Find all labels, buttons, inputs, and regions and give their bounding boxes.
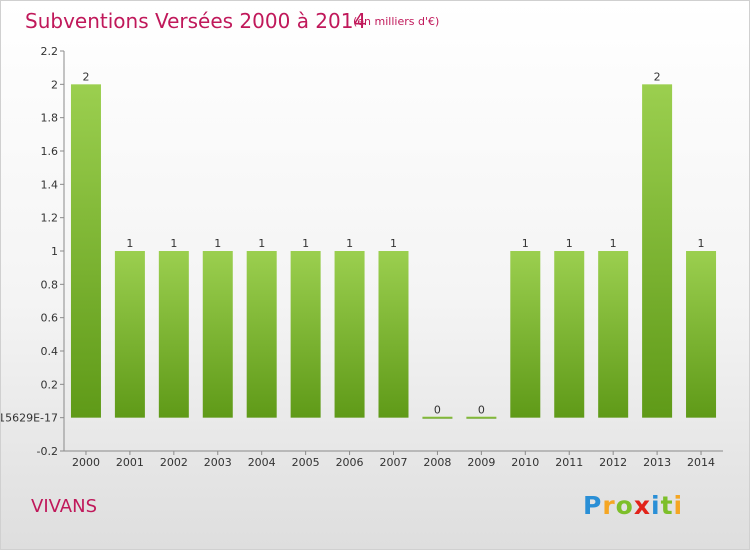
x-tick-label: 2003 [204, 456, 232, 469]
x-tick-label: 2009 [467, 456, 495, 469]
x-tick-label: 2014 [687, 456, 715, 469]
y-tick-label: -1.15629E-17 [1, 412, 58, 425]
x-tick-label: 2010 [511, 456, 539, 469]
y-tick-label: 1 [51, 245, 58, 258]
y-tick-label: 0.8 [41, 278, 59, 291]
y-tick-label: 1.8 [41, 112, 59, 125]
bar-2006 [334, 251, 365, 418]
bar-2005 [290, 251, 321, 418]
data-label: 1 [346, 237, 353, 250]
bar-chart: 2.2 2 1.8 1.6 1.4 1.2 1 0.8 0.6 0.4 0.2 -1.15629E-1… [1, 45, 723, 469]
data-label: 1 [302, 237, 309, 250]
bar-2014 [686, 251, 717, 418]
y-tick-label: 2.2 [41, 45, 59, 58]
y-tick-label: -0.2 [37, 445, 58, 458]
data-label: 2 [82, 70, 89, 83]
chart-unit: (en milliers d'€) [353, 15, 440, 28]
y-tick-label: 1.2 [41, 212, 59, 225]
x-tick-label: 2008 [423, 456, 451, 469]
data-label: 2 [654, 70, 661, 83]
bar-2004 [246, 251, 277, 418]
y-tick-label: 0.2 [41, 378, 59, 391]
data-label: 1 [390, 237, 397, 250]
bar-2013 [642, 84, 673, 418]
data-label: 1 [698, 237, 705, 250]
place-name: VIVANS [31, 496, 97, 517]
x-tick-label: 2002 [160, 456, 188, 469]
x-tick-label: 2013 [643, 456, 671, 469]
x-tick-label: 2004 [248, 456, 276, 469]
chart-title: Subventions Versées 2000 à 2014 [25, 9, 367, 33]
bar-2010 [510, 251, 541, 418]
y-tick-label: 1.4 [41, 178, 59, 191]
x-tick-label: 2006 [336, 456, 364, 469]
bar-2008 [422, 416, 453, 419]
x-tick-label: 2000 [72, 456, 100, 469]
bar-2000 [70, 84, 101, 418]
x-tick-label: 2011 [555, 456, 583, 469]
data-label: 1 [126, 237, 133, 250]
data-label: 1 [566, 237, 573, 250]
data-label: 0 [478, 404, 485, 417]
y-tick-label: 2 [51, 78, 58, 91]
bar-2009 [466, 416, 497, 419]
data-label: 1 [522, 237, 529, 250]
y-tick-label: 0.4 [41, 345, 59, 358]
data-label: 1 [170, 237, 177, 250]
chart-bars [70, 84, 717, 419]
x-tick-label: 2005 [292, 456, 320, 469]
x-tick-label: 2001 [116, 456, 144, 469]
chart-axes: 2.2 2 1.8 1.6 1.4 1.2 1 0.8 0.6 0.4 0.2 -1.15629E-1… [1, 45, 723, 458]
y-tick-label: 1.6 [41, 145, 59, 158]
chart-labels: 2000220011200212003120041200512006120071… [72, 70, 715, 469]
proxiti-logo: Proxiti [583, 491, 684, 520]
x-tick-label: 2007 [380, 456, 408, 469]
data-label: 0 [434, 404, 441, 417]
data-label: 1 [258, 237, 265, 250]
bar-2007 [378, 251, 409, 418]
bar-2011 [554, 251, 585, 418]
bar-2001 [114, 251, 145, 418]
x-tick-label: 2012 [599, 456, 627, 469]
y-tick-label: 0.6 [41, 312, 59, 325]
data-label: 1 [610, 237, 617, 250]
bar-2012 [598, 251, 629, 418]
data-label: 1 [214, 237, 221, 250]
bar-2003 [202, 251, 233, 418]
bar-2002 [158, 251, 189, 418]
